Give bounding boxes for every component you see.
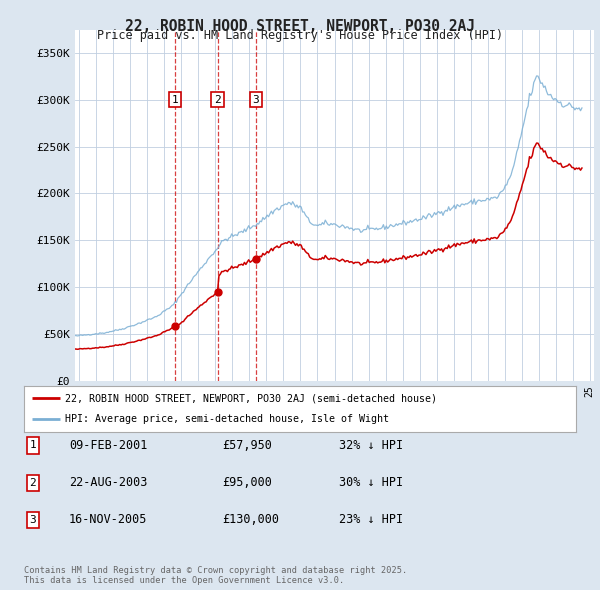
Text: £130,000: £130,000 xyxy=(222,513,279,526)
Text: 3: 3 xyxy=(253,95,259,104)
Text: 22-AUG-2003: 22-AUG-2003 xyxy=(69,476,148,489)
Text: 23% ↓ HPI: 23% ↓ HPI xyxy=(339,513,403,526)
Text: 32% ↓ HPI: 32% ↓ HPI xyxy=(339,439,403,452)
Text: 16-NOV-2005: 16-NOV-2005 xyxy=(69,513,148,526)
Text: 2: 2 xyxy=(29,478,37,487)
Text: 22, ROBIN HOOD STREET, NEWPORT, PO30 2AJ (semi-detached house): 22, ROBIN HOOD STREET, NEWPORT, PO30 2AJ… xyxy=(65,394,437,404)
Text: Contains HM Land Registry data © Crown copyright and database right 2025.
This d: Contains HM Land Registry data © Crown c… xyxy=(24,566,407,585)
Text: 2: 2 xyxy=(214,95,221,104)
Text: 1: 1 xyxy=(29,441,37,450)
Text: £57,950: £57,950 xyxy=(222,439,272,452)
Text: HPI: Average price, semi-detached house, Isle of Wight: HPI: Average price, semi-detached house,… xyxy=(65,414,389,424)
Text: Price paid vs. HM Land Registry's House Price Index (HPI): Price paid vs. HM Land Registry's House … xyxy=(97,30,503,42)
Text: £95,000: £95,000 xyxy=(222,476,272,489)
Text: 09-FEB-2001: 09-FEB-2001 xyxy=(69,439,148,452)
Text: 3: 3 xyxy=(29,515,37,525)
Text: 30% ↓ HPI: 30% ↓ HPI xyxy=(339,476,403,489)
Text: 1: 1 xyxy=(171,95,178,104)
Text: 22, ROBIN HOOD STREET, NEWPORT, PO30 2AJ: 22, ROBIN HOOD STREET, NEWPORT, PO30 2AJ xyxy=(125,19,475,34)
